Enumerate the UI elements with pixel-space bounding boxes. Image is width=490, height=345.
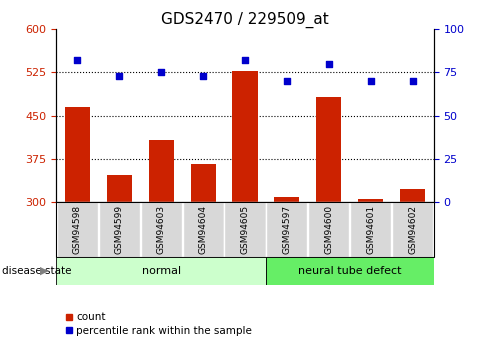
- Text: GSM94603: GSM94603: [157, 205, 166, 254]
- Point: [241, 58, 249, 63]
- Bar: [400, 189, 425, 202]
- Bar: [267, 202, 307, 257]
- Bar: [141, 202, 182, 257]
- Title: GDS2470 / 229509_at: GDS2470 / 229509_at: [161, 12, 329, 28]
- Point: [367, 78, 375, 84]
- Bar: [316, 97, 342, 202]
- Text: disease state: disease state: [2, 266, 72, 276]
- Bar: [392, 202, 433, 257]
- Text: GSM94604: GSM94604: [198, 205, 208, 254]
- Bar: [266, 257, 434, 285]
- Bar: [224, 202, 266, 257]
- Bar: [107, 175, 132, 202]
- Bar: [191, 165, 216, 202]
- Bar: [148, 140, 174, 202]
- Text: GSM94600: GSM94600: [324, 205, 333, 254]
- Text: GSM94602: GSM94602: [408, 205, 417, 254]
- Text: GSM94598: GSM94598: [73, 205, 82, 254]
- Text: GSM94599: GSM94599: [115, 205, 124, 254]
- Bar: [98, 202, 140, 257]
- Text: GSM94605: GSM94605: [241, 205, 249, 254]
- Point: [115, 73, 123, 79]
- Bar: [308, 202, 349, 257]
- Bar: [350, 202, 392, 257]
- Bar: [65, 107, 90, 202]
- Bar: [57, 202, 98, 257]
- Point: [74, 58, 81, 63]
- Text: neural tube defect: neural tube defect: [298, 266, 402, 276]
- Point: [409, 78, 416, 84]
- Bar: [274, 197, 299, 202]
- Bar: [56, 257, 266, 285]
- Point: [325, 61, 333, 67]
- Point: [199, 73, 207, 79]
- Point: [283, 78, 291, 84]
- Bar: [183, 202, 223, 257]
- Bar: [358, 199, 383, 202]
- Text: normal: normal: [142, 266, 181, 276]
- Point: [157, 70, 165, 75]
- Bar: [232, 71, 258, 202]
- Text: GSM94601: GSM94601: [366, 205, 375, 254]
- Legend: count, percentile rank within the sample: count, percentile rank within the sample: [62, 308, 256, 340]
- Text: GSM94597: GSM94597: [282, 205, 292, 254]
- Text: ▶: ▶: [40, 266, 48, 276]
